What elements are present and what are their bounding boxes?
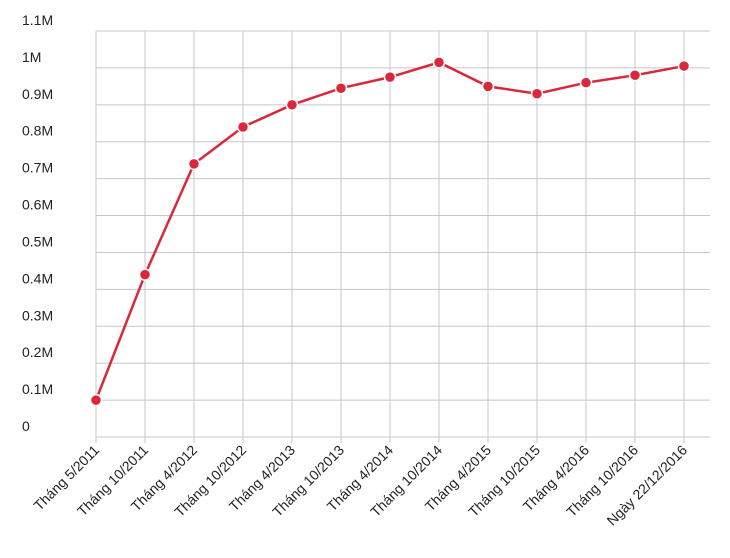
data-point xyxy=(383,70,397,84)
data-point xyxy=(677,59,691,73)
y-tick-label: 1M xyxy=(22,49,41,65)
y-tick-label: 0.6M xyxy=(22,197,53,213)
y-tick-label: 0.8M xyxy=(22,123,53,139)
y-tick-label: 1.1M xyxy=(22,12,53,28)
data-point xyxy=(530,87,544,100)
data-point xyxy=(628,69,642,82)
data-point xyxy=(285,98,299,112)
data-point xyxy=(481,80,495,93)
data-point xyxy=(579,76,593,89)
data-point xyxy=(138,268,152,281)
y-tick-label: 0.9M xyxy=(22,86,53,102)
y-tick-label: 0 xyxy=(22,418,30,434)
y-tick-label: 0.3M xyxy=(22,307,53,323)
data-point xyxy=(432,56,446,69)
data-point xyxy=(187,157,201,171)
data-point xyxy=(89,393,103,407)
y-tick-label: 0.7M xyxy=(22,160,53,176)
y-tick-label: 0.2M xyxy=(22,344,53,360)
data-point xyxy=(236,120,250,134)
data-point xyxy=(334,81,348,95)
y-tick-label: 0.4M xyxy=(22,270,53,286)
y-tick-label: 0.1M xyxy=(22,381,53,397)
y-tick-label: 0.5M xyxy=(22,233,53,249)
